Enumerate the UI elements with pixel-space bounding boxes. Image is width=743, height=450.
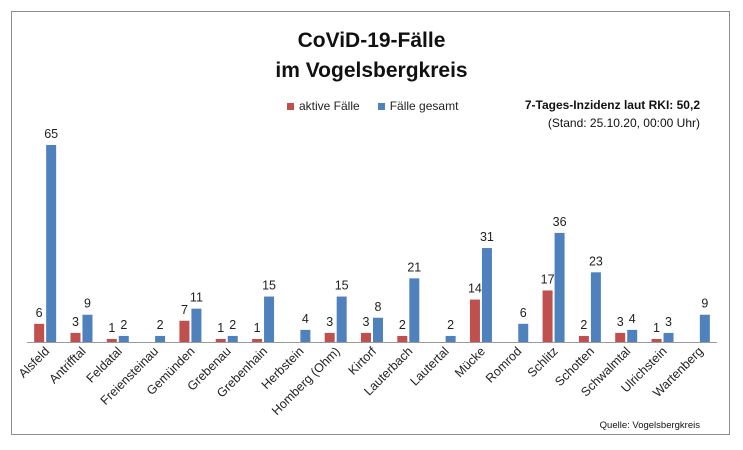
data-label-total: 2 [157, 318, 164, 332]
bar-active [70, 332, 81, 342]
data-label-active: 3 [72, 315, 79, 329]
data-label-active: 1 [653, 321, 660, 335]
data-label-active: 3 [363, 315, 370, 329]
bar-total [155, 335, 166, 342]
data-label-total: 2 [120, 318, 127, 332]
legend-label-active: aktive Fälle [299, 99, 360, 113]
category-label: Lautertal [407, 344, 451, 388]
bar-total [663, 332, 674, 342]
bar-total [518, 323, 529, 342]
data-label-active: 2 [580, 318, 587, 332]
category-label: Kirtorf [346, 344, 380, 378]
bar-total [590, 272, 601, 342]
bar-active [578, 335, 589, 342]
data-label-active: 2 [399, 318, 406, 332]
chart-title: CoViD-19-Fälle im Vogelsbergkreis [275, 29, 468, 82]
bar-total [300, 329, 311, 342]
data-label-total: 6 [520, 306, 527, 320]
legend: aktive Fälle Fälle gesamt [287, 99, 476, 113]
bar-total [445, 335, 456, 342]
data-label-active: 1 [108, 321, 115, 335]
category-label: Romrod [483, 344, 524, 385]
data-label-total: 11 [190, 291, 203, 305]
data-label-total: 31 [480, 230, 494, 244]
incidence-annotation: 7-Tages-Inzidenz laut RKI: 50,2 (Stand: … [480, 96, 700, 132]
bar-active [397, 335, 408, 342]
data-label-active: 1 [254, 321, 261, 335]
legend-label-total: Fälle gesamt [389, 99, 459, 113]
bar-total [191, 308, 202, 342]
bar-active [542, 290, 553, 342]
bar-total [336, 296, 347, 342]
data-label-total: 9 [701, 297, 708, 311]
bar-active [324, 332, 335, 342]
category-label: Homberg (Ohm) [269, 344, 343, 418]
data-label-active: 3 [617, 315, 624, 329]
bar-active [469, 299, 480, 342]
bar-total [46, 145, 57, 342]
legend-swatch-active [287, 102, 294, 110]
legend-swatch-total [377, 102, 385, 110]
data-label-active: 7 [181, 303, 188, 317]
data-label-active: 3 [326, 315, 333, 329]
data-label-total: 4 [302, 312, 309, 326]
bar-active [179, 320, 190, 342]
legend-item-total: Fälle gesamt [377, 99, 459, 113]
data-label-total: 9 [84, 297, 91, 311]
bar-total [409, 278, 420, 342]
bar-total [699, 314, 710, 342]
bar-total [481, 248, 492, 342]
stand-text: (Stand: 25.10.20, 00:00 Uhr) [547, 116, 700, 130]
legend-item-active: aktive Fälle [287, 99, 360, 113]
data-label-total: 65 [44, 127, 58, 141]
bar-active [106, 338, 117, 342]
data-label-active: 6 [36, 306, 43, 320]
incidence-text: 7-Tages-Inzidenz laut RKI: 50,2 [524, 98, 700, 112]
bar-total [227, 335, 238, 342]
data-label-total: 4 [629, 312, 636, 326]
bar-active [615, 332, 626, 342]
data-label-total: 2 [229, 318, 236, 332]
data-label-active: 17 [541, 272, 555, 286]
bar-total [264, 296, 275, 342]
data-label-total: 8 [375, 300, 382, 314]
data-label-total: 3 [665, 315, 672, 329]
data-label-total: 23 [589, 254, 603, 268]
bar-active [34, 323, 45, 342]
category-label: Antrifftal [46, 344, 88, 386]
chart-frame [11, 11, 730, 435]
bar-total [373, 317, 383, 342]
bar-total [82, 314, 93, 342]
data-label-total: 21 [407, 260, 421, 274]
bar-active [215, 338, 226, 342]
data-label-active: 1 [217, 321, 224, 335]
source-note: Quelle: Vogelsbergkreis [599, 420, 700, 431]
bar-active [361, 332, 371, 342]
bar-total [554, 232, 565, 342]
data-label-total: 36 [553, 215, 567, 229]
bar-active [252, 338, 263, 342]
bar-total [118, 335, 129, 342]
bar-total [627, 329, 638, 342]
data-label-total: 15 [335, 279, 349, 293]
data-label-total: 15 [262, 279, 276, 293]
data-label-active: 14 [468, 282, 482, 296]
bar-active [651, 338, 662, 342]
data-label-total: 2 [447, 318, 454, 332]
